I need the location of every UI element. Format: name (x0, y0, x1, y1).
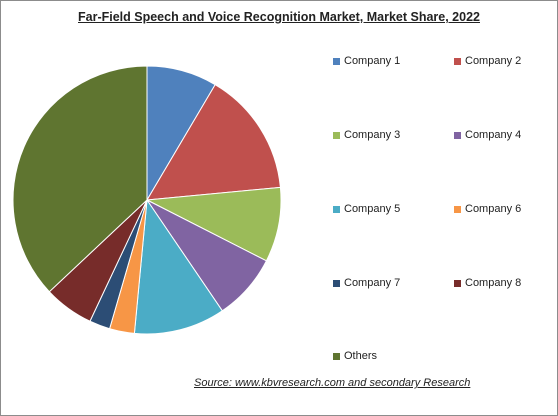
legend-item-company-7: Company 7 (333, 277, 400, 289)
legend-item-company-3: Company 3 (333, 129, 400, 141)
legend-item-company-5: Company 5 (333, 203, 400, 215)
legend-item-company-8: Company 8 (454, 277, 521, 289)
legend-label: Company 8 (465, 277, 522, 289)
legend-item-company-2: Company 2 (454, 55, 521, 67)
pie-slice-company-5 (133, 198, 224, 335)
legend-label: Others (344, 350, 378, 362)
chart-legend: Company 1 Company 2 Company 3 Company 4 Comp… (306, 30, 553, 372)
legend-item-company-4: Company 4 (454, 129, 521, 141)
legend-label: Company 4 (465, 129, 522, 141)
legend-swatch (333, 352, 340, 360)
legend-swatch (454, 279, 461, 287)
legend-item-others: Others (333, 350, 377, 362)
legend-swatch (333, 205, 340, 213)
legend-swatch (333, 57, 340, 65)
legend-swatch (454, 131, 461, 139)
legend-swatch (454, 57, 461, 65)
pie-slice-company-2 (146, 83, 281, 201)
legend-swatch (333, 131, 340, 139)
source-note: Source: www.kbvresearch.com and secondar… (194, 377, 471, 389)
legend-swatch (454, 205, 461, 213)
legend-label: Company 1 (344, 55, 401, 67)
chart-title: Far-Field Speech and Voice Recognition M… (78, 10, 480, 24)
pie-slice-others (12, 65, 148, 293)
legend-label: Company 6 (465, 203, 522, 215)
legend-label: Company 5 (344, 203, 401, 215)
legend-item-company-6: Company 6 (454, 203, 521, 215)
legend-label: Company 3 (344, 129, 401, 141)
legend-label: Company 2 (465, 55, 522, 67)
legend-label: Company 7 (344, 277, 401, 289)
legend-item-company-1: Company 1 (333, 55, 400, 67)
legend-swatch (333, 279, 340, 287)
